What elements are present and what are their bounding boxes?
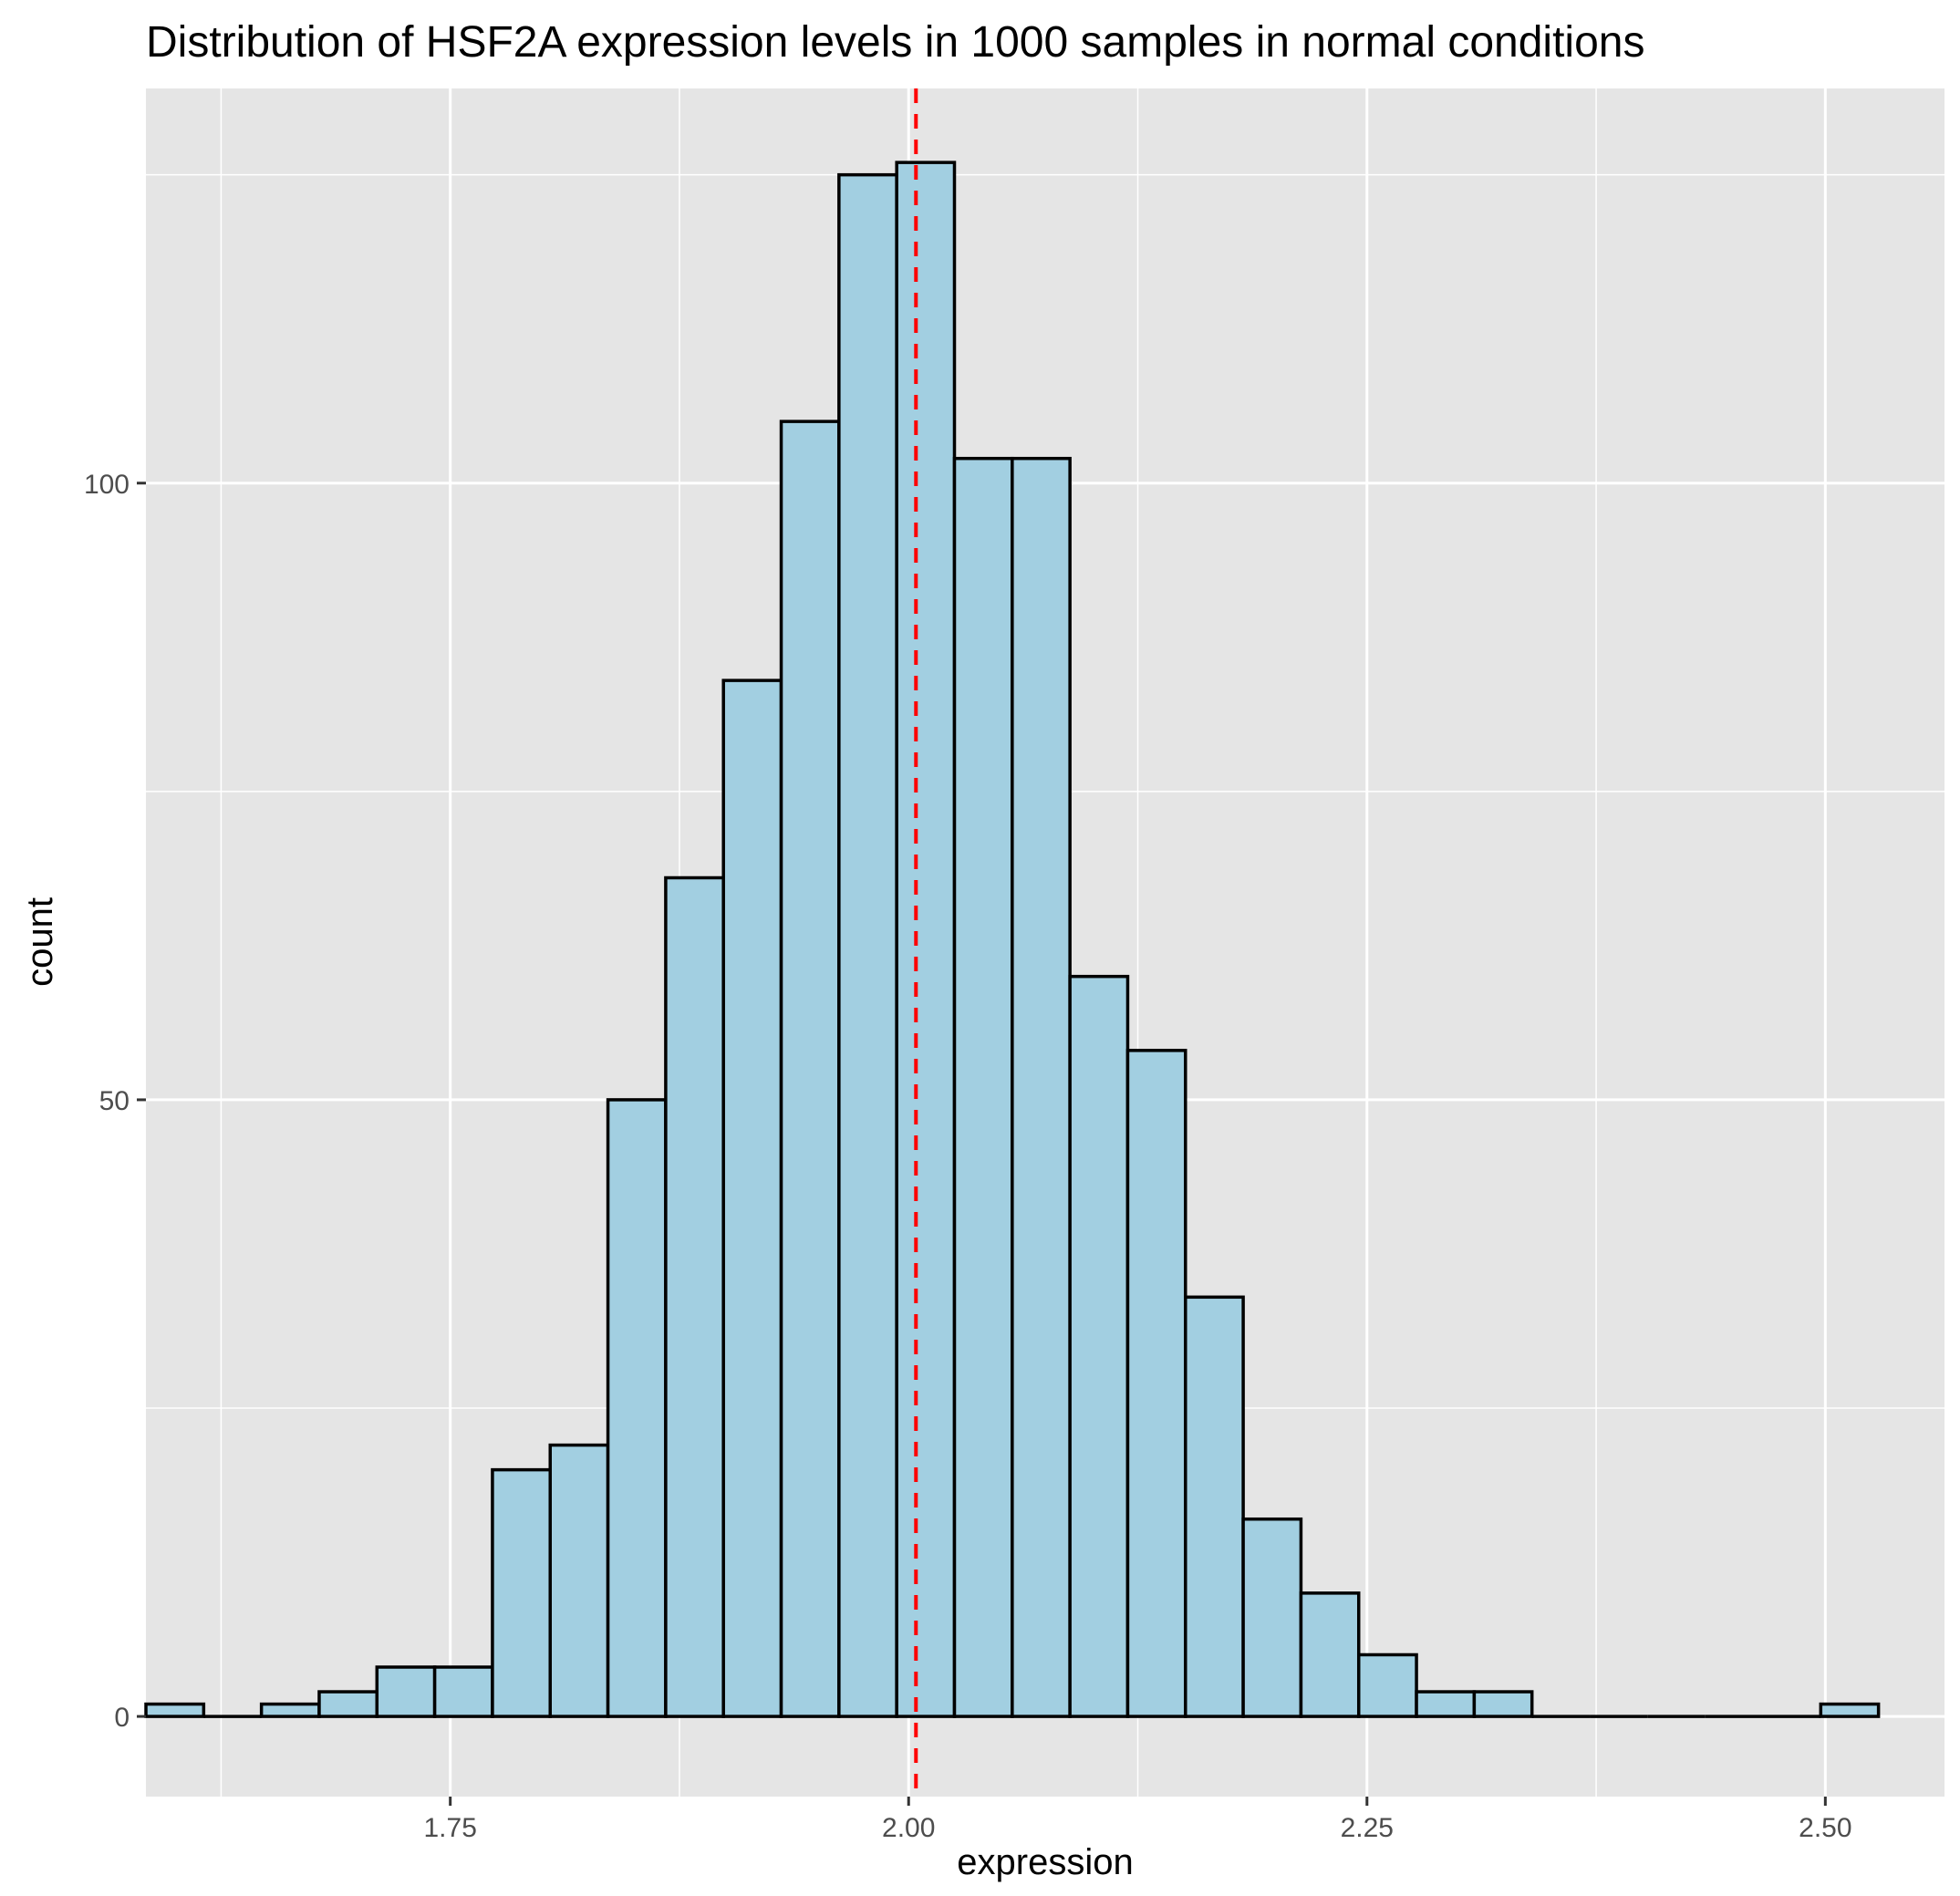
histogram-bar — [664, 875, 725, 1718]
y-tick-label: 0 — [114, 1703, 130, 1733]
histogram-bar — [721, 679, 783, 1718]
histogram-bar — [952, 456, 1014, 1718]
y-axis-title: count — [20, 897, 60, 987]
chart-title: Distribution of HSF2A expression levels … — [146, 18, 1644, 67]
histogram-bar — [432, 1665, 494, 1718]
histogram-bar — [1415, 1690, 1477, 1718]
histogram-bar — [259, 1702, 321, 1718]
histogram-bar — [895, 161, 957, 1718]
x-tick-label: 2.00 — [882, 1813, 935, 1843]
histogram-bar — [1299, 1591, 1361, 1718]
histogram-bar — [606, 1098, 668, 1718]
histogram-bar — [491, 1467, 552, 1718]
x-axis-title: expression — [957, 1842, 1133, 1882]
y-axis-ticks: 0 50 100 — [84, 470, 146, 1733]
histogram-bar — [144, 1702, 206, 1718]
x-tick-label: 1.75 — [423, 1813, 476, 1843]
histogram-bar — [1184, 1295, 1245, 1718]
histogram-bar — [1819, 1702, 1881, 1718]
x-tick-label: 2.25 — [1341, 1813, 1394, 1843]
histogram-bar — [1472, 1690, 1534, 1718]
histogram-bar — [548, 1443, 610, 1718]
histogram-bar — [317, 1690, 379, 1718]
x-axis-ticks: 1.75 2.00 2.25 2.50 — [423, 1797, 1852, 1843]
histogram-bar — [1356, 1653, 1418, 1718]
histogram-bars — [144, 161, 1881, 1718]
histogram-bar — [1125, 1049, 1187, 1718]
y-tick-label: 50 — [99, 1086, 130, 1116]
y-tick-label: 100 — [84, 470, 130, 500]
histogram-bar — [1068, 974, 1130, 1718]
histogram-bar — [779, 420, 841, 1718]
histogram-bar — [375, 1665, 437, 1718]
histogram-bar — [1241, 1517, 1303, 1718]
histogram-bar — [1011, 456, 1072, 1718]
x-tick-label: 2.50 — [1799, 1813, 1851, 1843]
histogram-bar — [837, 172, 898, 1718]
